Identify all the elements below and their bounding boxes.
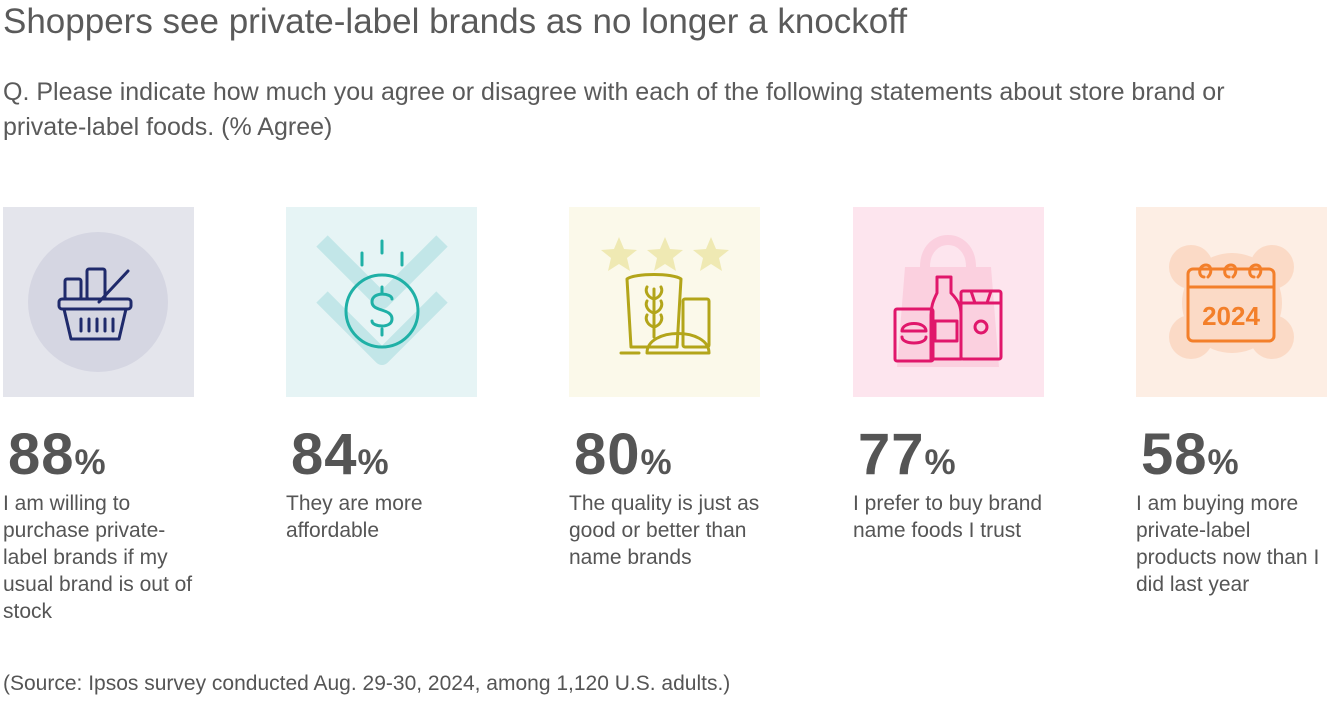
stat-card: 2024 58% I am buying more private-label … [1136, 207, 1336, 596]
percent-sign: % [74, 443, 106, 482]
source-note: (Source: Ipsos survey conducted Aug. 29-… [3, 672, 731, 695]
grocery-bag-icon [853, 207, 1044, 397]
shopping-basket-icon [3, 207, 194, 397]
stat-number: 80 [574, 422, 641, 487]
percent-sign: % [924, 443, 956, 482]
stat-value: 80% [574, 426, 672, 484]
calendar-year-text: 2024 [1202, 301, 1260, 331]
stat-card: 77% I prefer to buy brand name foods I t… [853, 207, 1053, 542]
stat-value: 77% [858, 426, 956, 484]
stat-label: I am buying more private-label products … [1136, 492, 1320, 596]
stat-number: 77 [858, 422, 925, 487]
stat-number: 84 [291, 422, 358, 487]
stat-value: 84% [291, 426, 389, 484]
chart-subtitle: Q. Please indicate how much you agree or… [3, 78, 1225, 141]
stat-label: They are more affordable [286, 492, 423, 542]
stat-card: 88% I am willing to purchase private-lab… [3, 207, 203, 623]
dollar-down-icon [286, 207, 477, 397]
stat-card: 84% They are more affordable [286, 207, 486, 542]
stat-label: I am willing to purchase private-label b… [3, 492, 193, 623]
chart-title: Shoppers see private-label brands as no … [3, 2, 908, 41]
stat-label: I prefer to buy brand name foods I trust [853, 492, 1043, 542]
calendar-2024-icon: 2024 [1136, 207, 1327, 397]
percent-sign: % [640, 443, 672, 482]
percent-sign: % [357, 443, 389, 482]
grocery-stars-icon [569, 207, 760, 397]
stat-value: 58% [1141, 426, 1239, 484]
stat-card: 80% The quality is just as good or bette… [569, 207, 769, 569]
stat-number: 58 [1141, 422, 1208, 487]
percent-sign: % [1207, 443, 1239, 482]
stat-value: 88% [8, 426, 106, 484]
stat-label: The quality is just as good or better th… [569, 492, 760, 569]
stat-number: 88 [8, 422, 75, 487]
